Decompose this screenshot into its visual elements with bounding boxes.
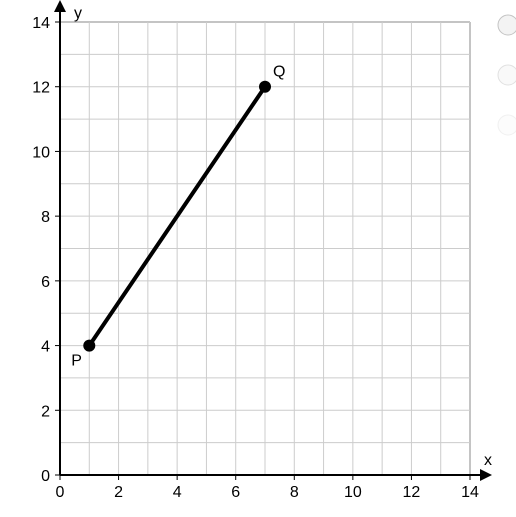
x-tick-label: 14 [461,484,479,501]
radio-button[interactable] [498,115,516,135]
point-P [83,340,95,352]
y-tick-label: 0 [41,468,50,485]
x-tick-label: 2 [114,484,123,501]
y-tick-label: 10 [32,144,50,161]
radio-button[interactable] [498,65,516,85]
y-tick-label: 8 [41,209,50,226]
x-tick-label: 6 [231,484,240,501]
y-tick-label: 2 [41,403,50,420]
x-tick-label: 8 [290,484,299,501]
x-axis-label: x [484,452,492,469]
coordinate-chart: y x 0 2 4 6 8 10 12 14 0 2 4 6 8 10 12 14 P Q [0,0,516,517]
y-tick-label: 14 [32,15,50,32]
y-tick-label: 12 [32,80,50,97]
radio-button[interactable] [498,15,516,35]
point-label-Q: Q [273,64,285,81]
x-tick-label: 10 [344,484,362,501]
x-tick-label: 4 [173,484,182,501]
x-tick-label: 0 [56,484,65,501]
point-Q [259,81,271,93]
y-axis-label: y [74,5,82,22]
chart-container: y x 0 2 4 6 8 10 12 14 0 2 4 6 8 10 12 14 P Q [0,0,516,517]
point-label-P: P [71,353,82,370]
y-tick-label: 6 [41,274,50,291]
y-tick-label: 4 [41,339,50,356]
x-tick-label: 12 [403,484,421,501]
